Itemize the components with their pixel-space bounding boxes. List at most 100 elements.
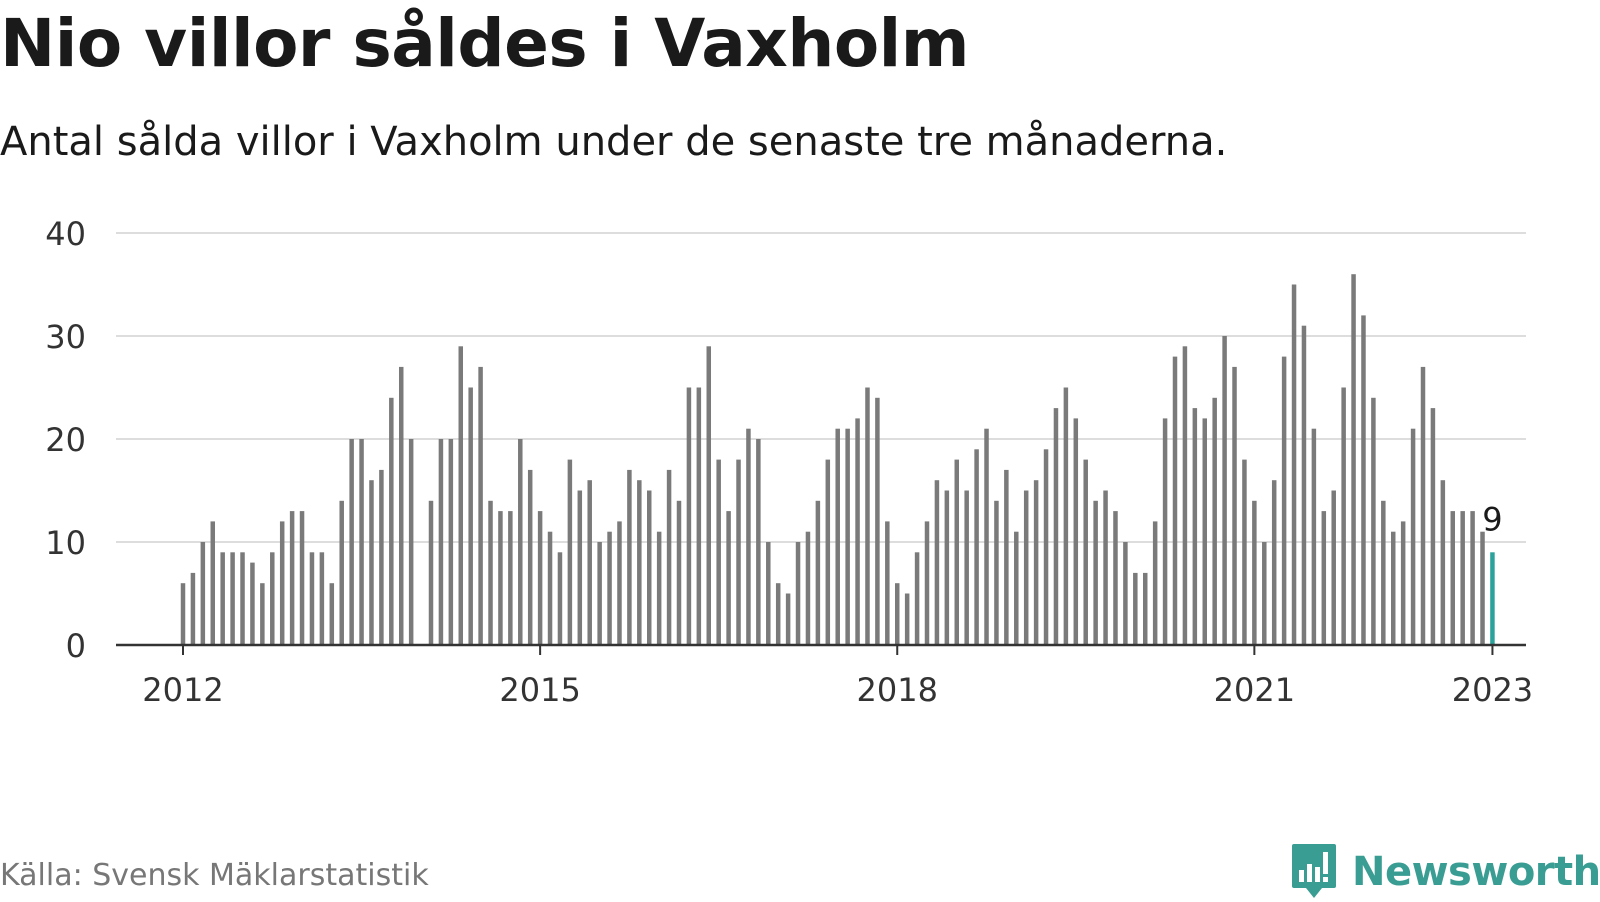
- x-tick-label: 2015: [499, 671, 580, 709]
- x-tick-label: 2021: [1214, 671, 1295, 709]
- bar: [885, 521, 890, 645]
- bar: [547, 531, 553, 645]
- bar: [1142, 572, 1148, 645]
- bar: [270, 552, 275, 645]
- bar: [716, 459, 721, 645]
- bar: [597, 542, 602, 645]
- bar: [1440, 480, 1446, 645]
- bar: [438, 439, 444, 645]
- bar: [289, 511, 295, 645]
- bar: [934, 480, 940, 645]
- bar: [557, 552, 563, 645]
- bar: [785, 593, 791, 645]
- bar: [1103, 490, 1108, 645]
- bar: [190, 572, 196, 645]
- bar: [1014, 531, 1019, 645]
- bar: [1262, 542, 1267, 645]
- bar: [686, 387, 692, 645]
- bar: [369, 480, 374, 645]
- bar: [1023, 490, 1029, 645]
- bar: [1053, 408, 1059, 645]
- bar: [1400, 521, 1406, 645]
- bar: [805, 531, 811, 645]
- bar: [1093, 500, 1098, 645]
- y-tick-label: 40: [45, 215, 86, 253]
- bar: [428, 500, 434, 645]
- bar: [1133, 572, 1138, 645]
- bar: [1371, 397, 1376, 645]
- bar: [646, 490, 652, 645]
- bar: [1113, 511, 1118, 645]
- bar: [1321, 511, 1327, 645]
- bar: [1291, 284, 1297, 645]
- bar: [1212, 397, 1217, 645]
- bar: [1182, 346, 1188, 645]
- bar: [825, 459, 831, 645]
- bar: [299, 511, 305, 645]
- bar: [240, 552, 245, 645]
- bar: [607, 531, 612, 645]
- bar: [359, 439, 364, 645]
- bar: [984, 428, 989, 645]
- bar: [924, 521, 930, 645]
- bar: [666, 469, 672, 645]
- bar: [1202, 418, 1208, 645]
- bar: [527, 469, 533, 645]
- bar: [537, 511, 543, 645]
- bar: [339, 500, 344, 645]
- bar: [775, 583, 781, 645]
- bar: [1043, 449, 1049, 645]
- bar: [865, 387, 870, 645]
- bar: [1390, 531, 1396, 645]
- y-tick-label: 10: [45, 524, 86, 562]
- bar: [815, 500, 821, 645]
- bar: [468, 387, 473, 645]
- chart-title: Nio villor såldes i Vaxholm: [0, 5, 970, 82]
- bar: [180, 583, 186, 645]
- highlight-value-label: 9: [1482, 500, 1502, 538]
- bar: [1410, 428, 1416, 645]
- bar: [627, 469, 632, 645]
- bar: [637, 480, 642, 645]
- bar: [944, 490, 950, 645]
- bar: [855, 418, 860, 645]
- highlight-bar: [1490, 552, 1495, 645]
- bar: [1381, 500, 1386, 645]
- bar: [736, 459, 741, 645]
- bar: [200, 542, 206, 645]
- bar: [766, 542, 771, 645]
- bar: [795, 542, 801, 645]
- bar: [210, 521, 216, 645]
- bar: [1192, 408, 1198, 645]
- bar: [1430, 408, 1436, 645]
- bar: [756, 439, 761, 645]
- bar: [696, 387, 702, 645]
- chart-subtitle: Antal sålda villor i Vaxholm under de se…: [0, 119, 1228, 165]
- bar: [726, 511, 731, 645]
- bar: [379, 469, 384, 645]
- bar: [279, 521, 285, 645]
- bar: [1460, 511, 1465, 645]
- bar: [1271, 480, 1277, 645]
- bar: [1420, 366, 1426, 645]
- bar: [260, 583, 265, 645]
- bar: [1341, 387, 1346, 645]
- y-tick-label: 20: [45, 421, 86, 459]
- bar: [1152, 521, 1158, 645]
- bar: [488, 500, 493, 645]
- bar-chart-logo-icon: [1292, 844, 1336, 898]
- bar: [577, 490, 583, 645]
- bar: [706, 346, 712, 645]
- bar: [1222, 336, 1227, 645]
- bar: [1123, 542, 1128, 645]
- bar: [964, 490, 969, 645]
- bar: [389, 397, 394, 645]
- bar: [220, 552, 225, 645]
- bar: [408, 439, 414, 645]
- brand-logo[interactable]: Newsworthy: [1290, 842, 1600, 902]
- bar: [398, 366, 404, 645]
- bar: [1033, 480, 1039, 645]
- bar: [746, 428, 751, 645]
- x-tick-label: 2023: [1452, 671, 1533, 709]
